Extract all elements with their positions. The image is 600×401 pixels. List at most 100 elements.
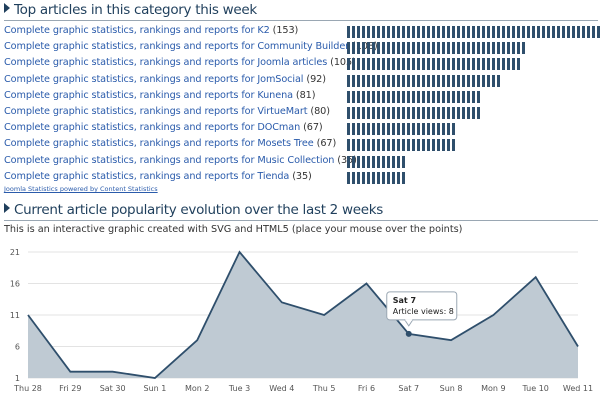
tooltip-box <box>386 291 458 321</box>
article-row: Complete graphic statistics, rankings an… <box>4 137 600 153</box>
meter-segment <box>407 42 410 55</box>
meter-segment <box>347 171 350 184</box>
meter-segment <box>407 139 410 152</box>
article-link[interactable]: Complete graphic statistics, rankings an… <box>4 74 326 85</box>
meter-segment <box>447 42 450 55</box>
meter-segment <box>442 106 445 119</box>
article-title[interactable]: Complete graphic statistics, rankings an… <box>4 154 335 166</box>
meter-segment <box>352 123 355 136</box>
article-popularity-meter <box>347 139 457 152</box>
meter-segment <box>362 106 365 119</box>
article-link[interactable]: Complete graphic statistics, rankings an… <box>4 25 298 36</box>
article-link[interactable]: Complete graphic statistics, rankings an… <box>4 106 330 117</box>
data-point[interactable] <box>68 370 72 374</box>
data-point[interactable] <box>195 338 199 342</box>
meter-segment <box>402 74 405 87</box>
meter-segment <box>347 42 350 55</box>
meter-segment <box>467 74 470 87</box>
meter-segment <box>577 26 580 38</box>
data-point[interactable] <box>405 330 412 337</box>
article-row: Complete graphic statistics, rankings an… <box>4 105 600 121</box>
meter-segment <box>362 171 365 184</box>
article-title[interactable]: Complete graphic statistics, rankings an… <box>4 89 293 101</box>
article-title[interactable]: Complete graphic statistics, rankings an… <box>4 25 270 36</box>
meter-segment <box>522 42 525 55</box>
meter-segment <box>377 139 380 152</box>
article-link[interactable]: Complete graphic statistics, rankings an… <box>4 155 357 166</box>
article-link[interactable]: Complete graphic statistics, rankings an… <box>4 89 316 101</box>
article-title[interactable]: Complete graphic statistics, rankings an… <box>4 105 308 117</box>
meter-segment <box>347 26 350 38</box>
meter-segment <box>387 171 390 184</box>
meter-segment <box>457 74 460 87</box>
powered-by-link[interactable]: Joomla Statistics powered by Content Sta… <box>4 185 158 193</box>
y-tick-label: 16 <box>10 280 20 289</box>
article-link[interactable]: Complete graphic statistics, rankings an… <box>4 41 378 52</box>
data-point[interactable] <box>533 275 537 279</box>
data-point[interactable] <box>576 344 580 348</box>
meter-segment <box>382 90 385 103</box>
data-point[interactable] <box>110 370 114 374</box>
meter-segment <box>422 90 425 103</box>
meter-segment <box>422 42 425 55</box>
meter-segment <box>457 106 460 119</box>
meter-segment <box>402 123 405 136</box>
meter-segment <box>457 58 460 71</box>
meter-segment <box>517 58 520 71</box>
meter-segment <box>437 90 440 103</box>
meter-segment <box>387 58 390 71</box>
meter-segment <box>362 90 365 103</box>
article-title[interactable]: Complete graphic statistics, rankings an… <box>4 122 301 134</box>
article-count: (153) <box>269 25 299 36</box>
meter-segment <box>382 139 385 152</box>
meter-segment <box>377 155 380 168</box>
article-title[interactable]: Complete graphic statistics, rankings an… <box>4 170 290 182</box>
article-title[interactable]: Complete graphic statistics, rankings an… <box>4 138 314 150</box>
data-point[interactable] <box>280 300 284 304</box>
meter-segment <box>387 26 390 38</box>
meter-segment <box>452 106 455 119</box>
meter-segment <box>477 58 480 71</box>
meter-segment <box>462 58 465 71</box>
article-title[interactable]: Complete graphic statistics, rankings an… <box>4 57 328 69</box>
meter-segment <box>387 42 390 55</box>
meter-segment <box>387 123 390 136</box>
meter-segment <box>377 90 380 103</box>
meter-segment <box>447 106 450 119</box>
data-point[interactable] <box>364 281 368 285</box>
article-popularity-meter <box>347 171 407 184</box>
meter-segment <box>397 106 400 119</box>
article-popularity-meter <box>347 155 407 168</box>
meter-segment <box>452 139 455 152</box>
data-point[interactable] <box>26 313 30 317</box>
meter-segment <box>382 26 385 38</box>
data-point[interactable] <box>237 250 241 254</box>
data-point[interactable] <box>153 376 157 380</box>
meter-segment <box>477 42 480 55</box>
meter-segment <box>367 171 370 184</box>
tooltip-title: Sat 7 <box>393 296 416 305</box>
article-count: (35) <box>289 170 312 182</box>
meter-segment <box>477 26 480 38</box>
meter-segment <box>377 74 380 87</box>
meter-segment <box>432 58 435 71</box>
meter-segment <box>447 26 450 38</box>
meter-segment <box>347 106 350 119</box>
meter-segment <box>582 26 585 38</box>
data-point[interactable] <box>491 313 495 317</box>
x-tick-label: Wed 4 <box>269 384 294 393</box>
article-link[interactable]: Complete graphic statistics, rankings an… <box>4 171 312 182</box>
data-point[interactable] <box>322 313 326 317</box>
article-link[interactable]: Complete graphic statistics, rankings an… <box>4 138 336 149</box>
meter-segment <box>377 26 380 38</box>
article-link[interactable]: Complete graphic statistics, rankings an… <box>4 57 356 68</box>
meter-segment <box>507 26 510 38</box>
article-title[interactable]: Complete graphic statistics, rankings an… <box>4 73 304 85</box>
meter-segment <box>372 155 375 168</box>
data-point[interactable] <box>449 338 453 342</box>
article-title[interactable]: Complete graphic statistics, rankings an… <box>4 41 350 53</box>
article-link[interactable]: Complete graphic statistics, rankings an… <box>4 122 323 133</box>
meter-segment <box>387 90 390 103</box>
meter-segment <box>462 26 465 38</box>
meter-segment <box>367 74 370 87</box>
